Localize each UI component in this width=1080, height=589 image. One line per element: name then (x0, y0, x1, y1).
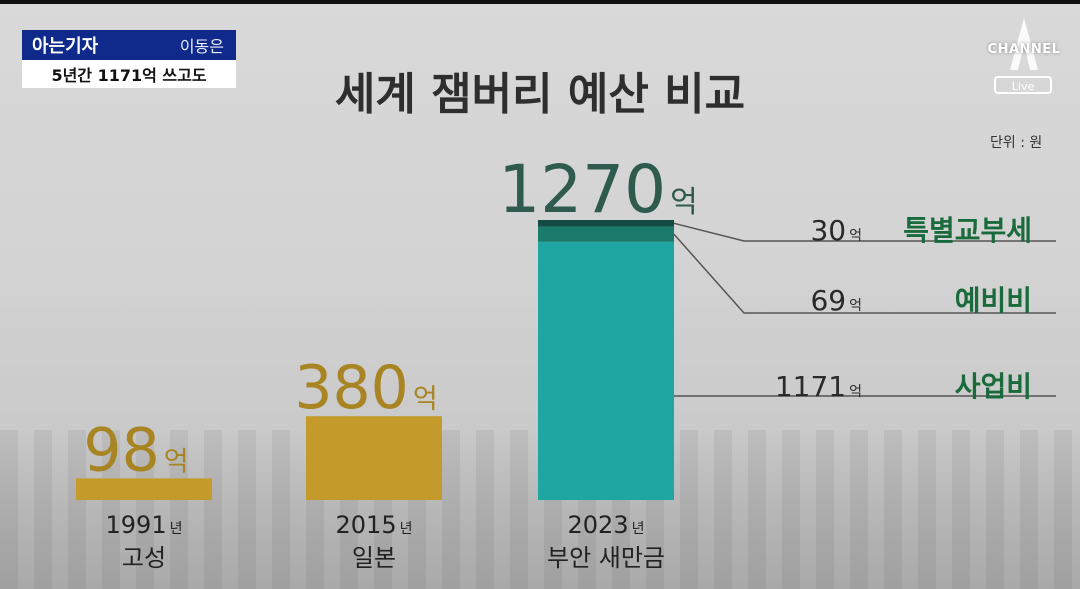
callout-line-1 (673, 233, 1056, 314)
x-tick-year-2023: 2023 년 (568, 511, 645, 539)
reporter-caption-top: 아는기자 이동은 (22, 30, 236, 60)
top-frame-bar (0, 0, 1080, 4)
live-badge: Live (994, 76, 1052, 94)
channel-logo-text: CHANNEL (987, 42, 1061, 57)
breakdown-value-0: 30 억 (810, 214, 862, 247)
channel-logo: CHANNEL Live (982, 14, 1066, 102)
value-label-2015: 380 억 (294, 353, 437, 423)
breakdown-value-1: 69 억 (810, 284, 862, 317)
breakdown-value-2: 1171 억 (775, 370, 862, 403)
value-label-1991: 98 억 (83, 415, 188, 485)
unit-label: 단위 : 원 (990, 135, 1043, 151)
x-tick-year-2015: 2015 년 (336, 511, 413, 539)
x-tick-year-1991: 1991 년 (106, 511, 183, 539)
bar-segment-reserve (538, 226, 674, 242)
bar-segment-special-grant (538, 220, 674, 227)
reporter-segment-label: 아는기자 (32, 36, 99, 57)
bar-2015 (306, 416, 442, 500)
breakdown-name-1: 예비비 (955, 284, 1032, 317)
reporter-headline: 5년간 1171억 쓰고도 (22, 60, 236, 88)
callout-line-0 (673, 222, 1056, 242)
chart-title: 세계 잼버리 예산 비교 (334, 69, 746, 120)
breakdown-name-0: 특별교부세 (903, 214, 1032, 247)
value-label-2023: 1270 억 (498, 151, 698, 228)
bar-1991 (76, 478, 212, 500)
bar-segment-business (538, 241, 674, 500)
x-tick-place-1991: 고성 (122, 544, 166, 572)
breakdown-name-2: 사업비 (955, 370, 1032, 403)
channel-a-icon (1010, 18, 1038, 70)
x-tick-place-2015: 일본 (352, 544, 396, 572)
reporter-caption: 아는기자 이동은 5년간 1171억 쓰고도 (22, 30, 236, 88)
x-tick-place-2023: 부안 새만금 (547, 544, 665, 572)
reporter-name: 이동은 (179, 37, 224, 56)
